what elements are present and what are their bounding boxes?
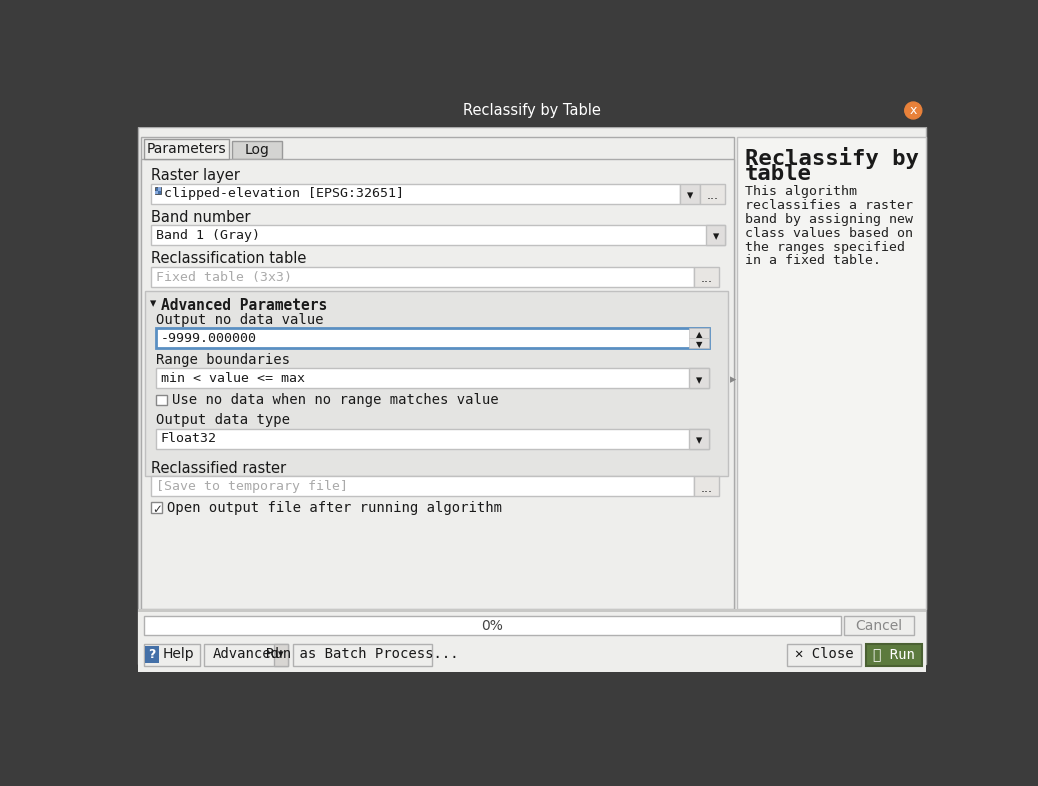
Bar bbox=[152, 476, 694, 496]
Text: Reclassification table: Reclassification table bbox=[152, 252, 307, 266]
Text: clipped-elevation [EPSG:32651]: clipped-elevation [EPSG:32651] bbox=[164, 188, 404, 200]
Bar bbox=[233, 141, 282, 159]
Bar bbox=[706, 226, 725, 245]
Text: ▾: ▾ bbox=[149, 298, 156, 310]
Bar bbox=[140, 137, 734, 609]
Bar bbox=[137, 127, 927, 664]
Bar bbox=[274, 644, 288, 666]
Bar bbox=[689, 329, 709, 339]
Bar bbox=[152, 226, 725, 245]
Text: ▾: ▾ bbox=[712, 230, 718, 244]
Text: Reclassify by Table: Reclassify by Table bbox=[463, 103, 601, 118]
Bar bbox=[694, 476, 718, 496]
Bar bbox=[130, 94, 934, 127]
Bar bbox=[152, 266, 694, 287]
Text: Help: Help bbox=[162, 647, 194, 661]
Bar bbox=[737, 137, 927, 609]
Text: Band number: Band number bbox=[152, 210, 251, 225]
Bar bbox=[143, 616, 841, 635]
Bar bbox=[694, 266, 718, 287]
Text: Cancel: Cancel bbox=[855, 619, 903, 633]
Text: ?: ? bbox=[148, 648, 156, 660]
Text: x: x bbox=[909, 104, 917, 117]
Text: Reclassify by: Reclassify by bbox=[745, 147, 919, 169]
Bar bbox=[680, 184, 701, 204]
Bar bbox=[158, 188, 161, 190]
Bar bbox=[156, 395, 167, 406]
Bar bbox=[143, 139, 229, 159]
Text: Fixed table (3x3): Fixed table (3x3) bbox=[156, 270, 292, 284]
Bar bbox=[688, 369, 709, 388]
Text: Band 1 (Gray): Band 1 (Gray) bbox=[156, 229, 261, 242]
Text: [Save to temporary file]: [Save to temporary file] bbox=[156, 480, 348, 493]
Bar bbox=[156, 428, 709, 449]
Text: reclassifies a raster: reclassifies a raster bbox=[745, 199, 913, 212]
Bar bbox=[145, 292, 728, 476]
Text: 🌱 Run: 🌱 Run bbox=[873, 647, 914, 661]
Text: Output data type: Output data type bbox=[156, 413, 290, 427]
Bar bbox=[140, 159, 734, 609]
Text: Output no data value: Output no data value bbox=[156, 313, 324, 327]
Text: in a fixed table.: in a fixed table. bbox=[745, 255, 881, 267]
Text: Log: Log bbox=[244, 143, 269, 156]
Bar bbox=[701, 184, 725, 204]
Bar bbox=[866, 644, 922, 666]
Bar bbox=[152, 502, 162, 513]
Bar bbox=[155, 188, 161, 193]
Text: ▾: ▾ bbox=[695, 374, 702, 387]
Text: -9999.000000: -9999.000000 bbox=[161, 332, 256, 345]
Bar bbox=[155, 190, 158, 193]
Bar bbox=[688, 428, 709, 449]
Bar bbox=[152, 184, 680, 204]
Text: Open output file after running algorithm: Open output file after running algorithm bbox=[167, 501, 502, 515]
Bar bbox=[844, 616, 914, 635]
Text: Use no data when no range matches value: Use no data when no range matches value bbox=[171, 393, 498, 407]
Text: table: table bbox=[745, 163, 812, 184]
Text: Parameters: Parameters bbox=[146, 142, 226, 156]
Bar bbox=[137, 640, 927, 672]
Text: band by assigning new: band by assigning new bbox=[745, 213, 913, 226]
Text: Range boundaries: Range boundaries bbox=[156, 353, 290, 367]
Bar bbox=[156, 329, 709, 348]
Text: min < value <= max: min < value <= max bbox=[161, 373, 305, 385]
Text: Raster layer: Raster layer bbox=[152, 168, 241, 183]
Bar bbox=[293, 644, 432, 666]
Text: ▾: ▾ bbox=[695, 434, 702, 447]
Text: ▼: ▼ bbox=[696, 340, 703, 349]
Text: 0%: 0% bbox=[482, 619, 503, 633]
Text: ...: ... bbox=[701, 272, 712, 285]
Text: ✕ Close: ✕ Close bbox=[795, 647, 853, 661]
Text: Run as Batch Process...: Run as Batch Process... bbox=[266, 647, 459, 661]
Bar bbox=[137, 609, 927, 612]
Text: Float32: Float32 bbox=[161, 432, 217, 446]
Text: Advanced: Advanced bbox=[213, 647, 279, 661]
Bar bbox=[787, 644, 862, 666]
Bar bbox=[137, 612, 927, 640]
Text: ...: ... bbox=[707, 189, 718, 202]
Text: the ranges specified: the ranges specified bbox=[745, 241, 905, 254]
Text: This algorithm: This algorithm bbox=[745, 185, 857, 198]
Bar bbox=[145, 645, 159, 663]
Text: ▾: ▾ bbox=[278, 649, 283, 659]
Text: ▲: ▲ bbox=[696, 330, 703, 339]
Text: class values based on: class values based on bbox=[745, 226, 913, 240]
Text: ...: ... bbox=[701, 482, 712, 494]
Text: ▾: ▾ bbox=[687, 189, 693, 202]
Bar bbox=[143, 644, 199, 666]
Circle shape bbox=[905, 102, 922, 119]
Bar bbox=[689, 339, 709, 348]
Text: ✓: ✓ bbox=[153, 503, 162, 516]
Text: ▸: ▸ bbox=[730, 373, 736, 386]
Text: Advanced Parameters: Advanced Parameters bbox=[161, 298, 327, 313]
Bar bbox=[204, 644, 288, 666]
Bar bbox=[156, 369, 709, 388]
Text: Reclassified raster: Reclassified raster bbox=[152, 461, 286, 476]
